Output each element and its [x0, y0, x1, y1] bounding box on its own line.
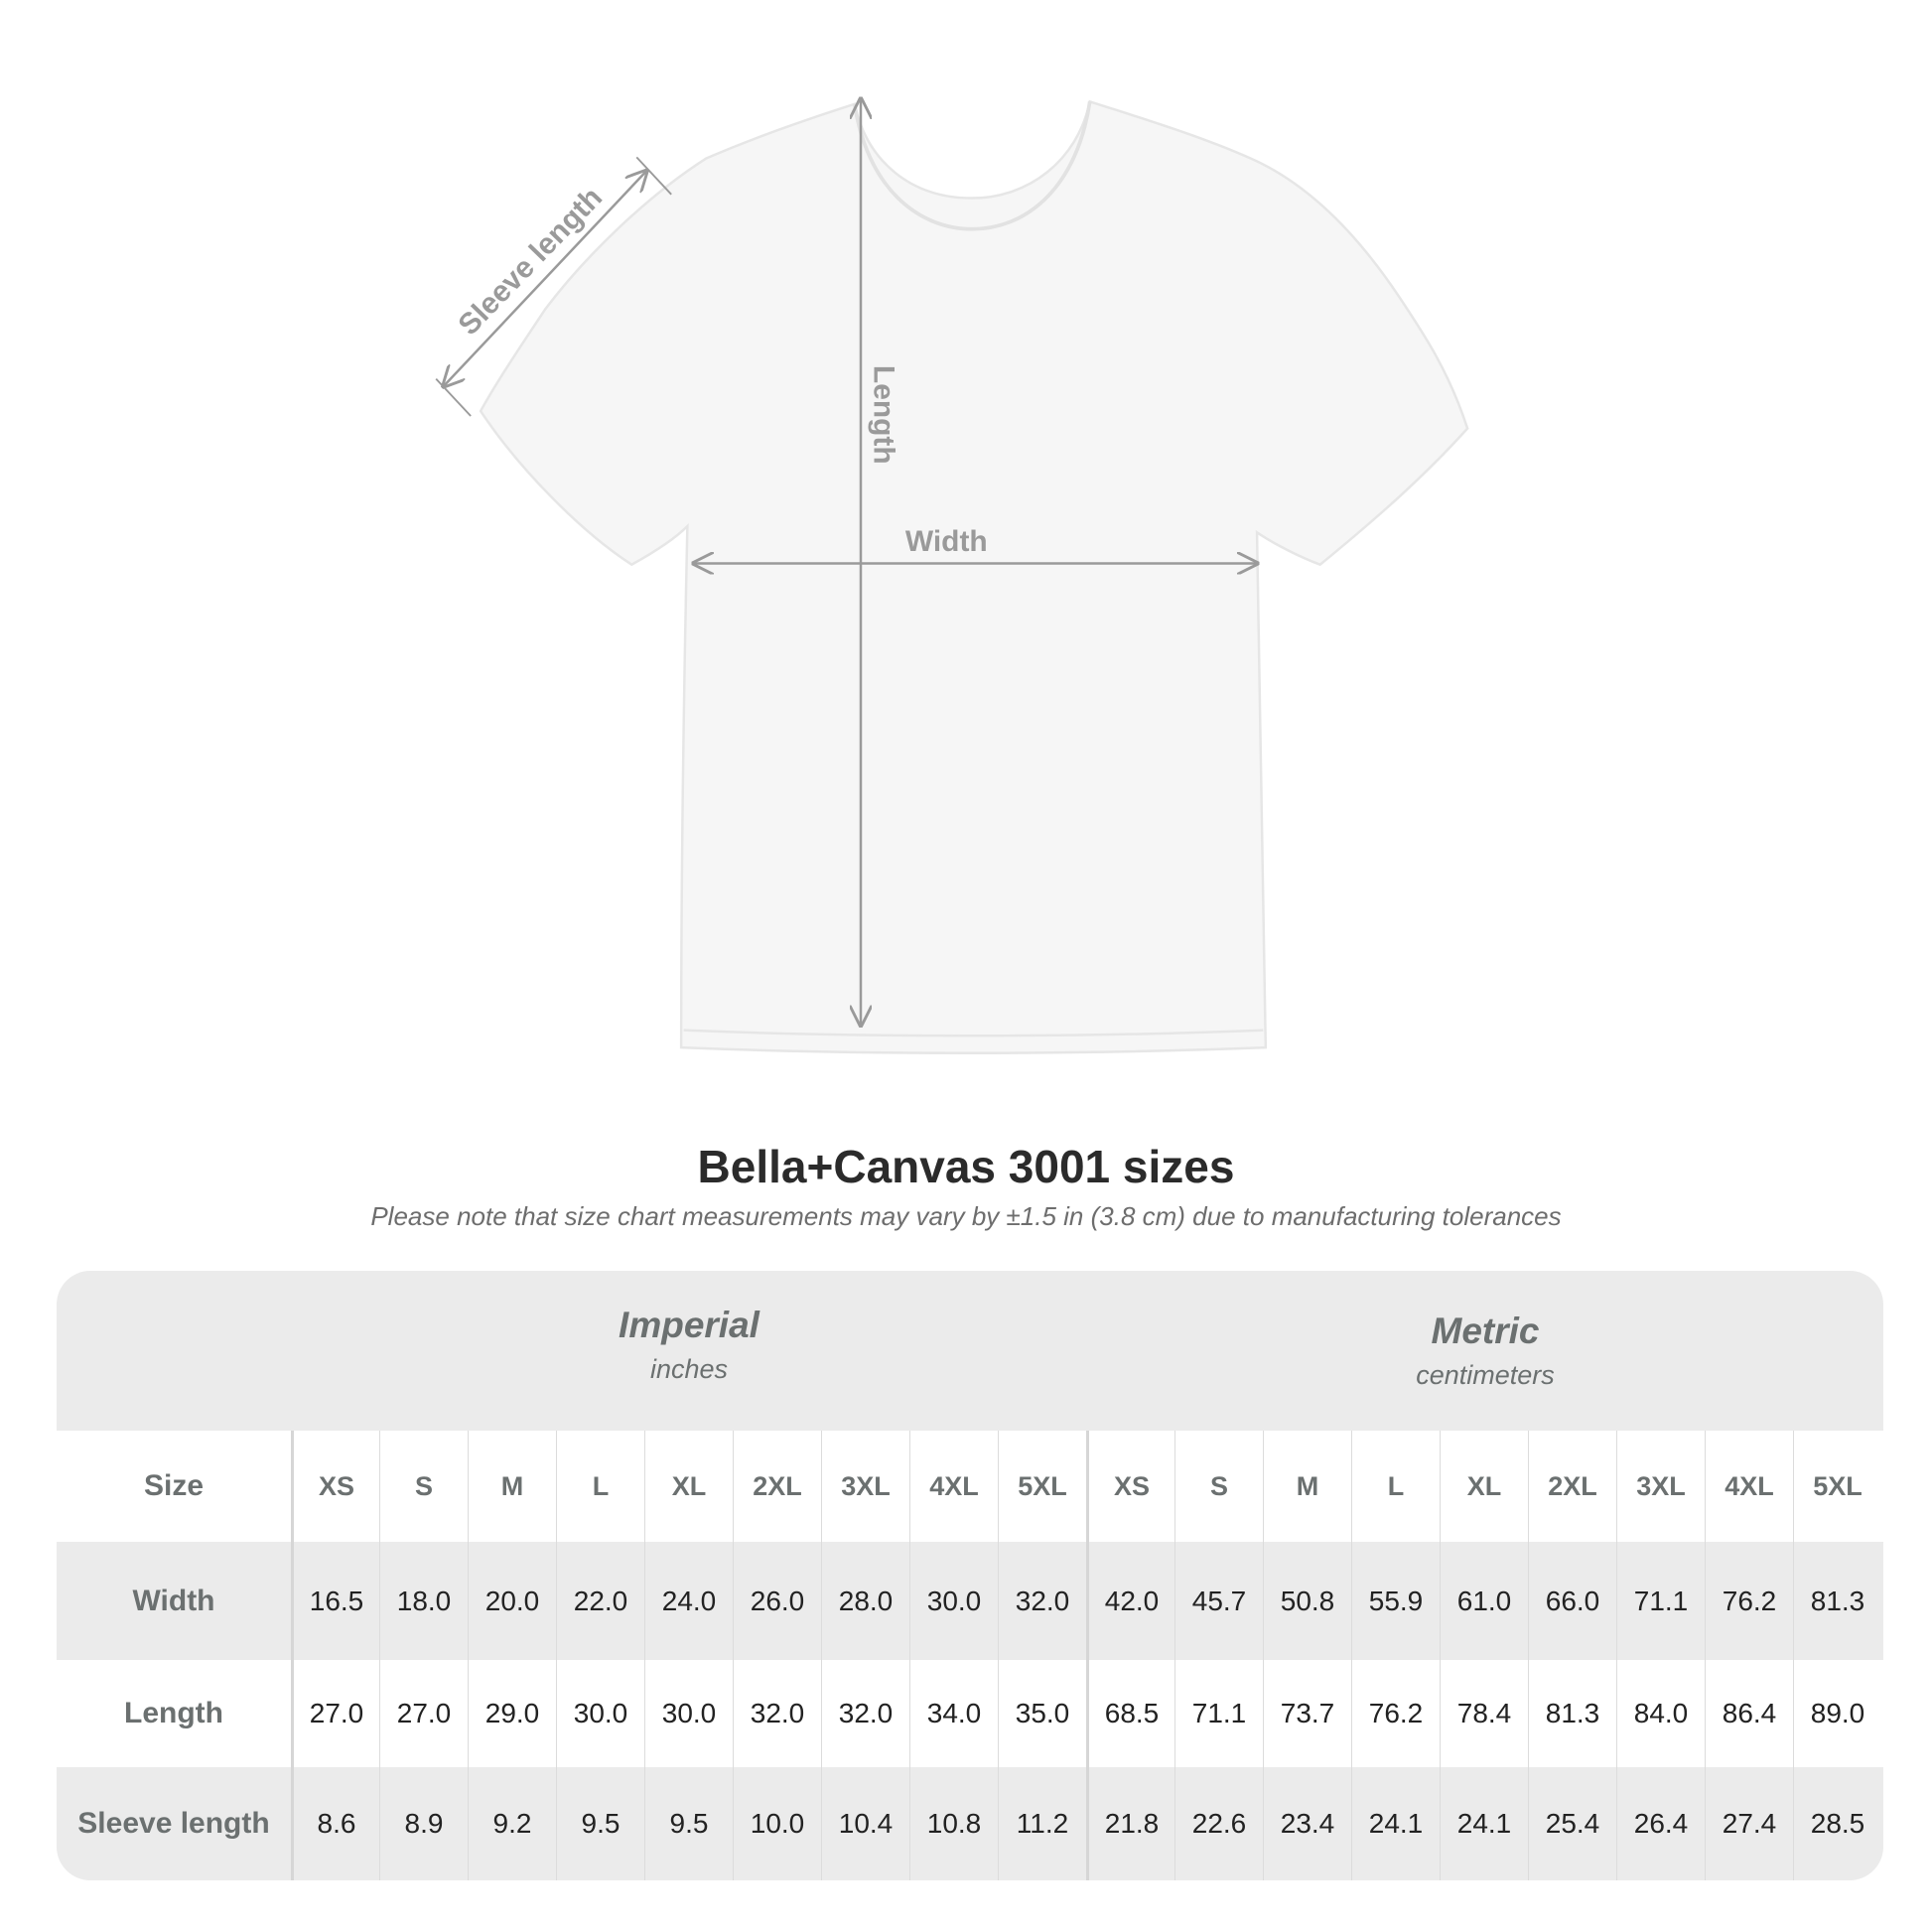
size-header-cell: XS — [291, 1431, 379, 1542]
table-cell: 10.0 — [733, 1767, 821, 1880]
row-label: Width — [132, 1584, 215, 1617]
table-cell: 86.4 — [1705, 1660, 1793, 1767]
table-cell: 32.0 — [998, 1542, 1086, 1660]
size-header-cell: XL — [1440, 1431, 1528, 1542]
sleeve-tick-a — [435, 377, 472, 417]
table-cell: 55.9 — [1351, 1542, 1440, 1660]
table-cell: 26.4 — [1616, 1767, 1705, 1880]
size-header-cell: S — [379, 1431, 468, 1542]
table-cell: 27.4 — [1705, 1767, 1793, 1880]
metric-group: Metric centimeters — [1087, 1277, 1883, 1437]
table-cell: 30.0 — [909, 1542, 998, 1660]
table-cell: 24.0 — [644, 1542, 733, 1660]
table-cell: 11.2 — [998, 1767, 1086, 1880]
table-cell: 50.8 — [1263, 1542, 1351, 1660]
width-label: Width — [905, 525, 988, 558]
size-header-cell: XL — [644, 1431, 733, 1542]
table-cell: 84.0 — [1616, 1660, 1705, 1767]
table-cell: 76.2 — [1351, 1660, 1440, 1767]
table-cell: 9.2 — [468, 1767, 556, 1880]
size-header-cell: 4XL — [909, 1431, 998, 1542]
size-header-cell: M — [468, 1431, 556, 1542]
table-cell: 24.1 — [1440, 1767, 1528, 1880]
table-cell: 66.0 — [1528, 1542, 1616, 1660]
table-cell: 22.6 — [1174, 1767, 1263, 1880]
table-row-sleeve-length: Sleeve length 8.6 8.9 9.2 9.5 9.5 10.0 10.4 10.8… — [57, 1767, 1883, 1880]
table-cell: 21.8 — [1086, 1767, 1174, 1880]
size-header-cell: 4XL — [1705, 1431, 1793, 1542]
collar — [852, 100, 1092, 231]
table-cell: 45.7 — [1174, 1542, 1263, 1660]
table-cell: 9.5 — [644, 1767, 733, 1880]
size-header-cell: 3XL — [1616, 1431, 1705, 1542]
sleeve-tick-b — [635, 156, 672, 196]
table-cell: 78.4 — [1440, 1660, 1528, 1767]
size-header-cell: 3XL — [821, 1431, 909, 1542]
table-cell: 61.0 — [1440, 1542, 1528, 1660]
chart-title: Bella+Canvas 3001 sizes — [697, 1141, 1235, 1192]
table-cell: 76.2 — [1705, 1542, 1793, 1660]
size-header-cell: 5XL — [998, 1431, 1086, 1542]
table-cell: 20.0 — [468, 1542, 556, 1660]
table-cell: 42.0 — [1086, 1542, 1174, 1660]
table-cell: 81.3 — [1793, 1542, 1881, 1660]
size-row: Size XS S M L XL 2XL 3XL 4XL 5XL XS S M L XL 2XL 3XL 4XL 5… — [57, 1431, 1883, 1542]
table-cell: 29.0 — [468, 1660, 556, 1767]
table-header: Imperial inches Metric centimeters — [57, 1271, 1883, 1431]
table-cell: 18.0 — [379, 1542, 468, 1660]
size-header-cell: 2XL — [733, 1431, 821, 1542]
row-label: Length — [124, 1697, 223, 1729]
imperial-title: Imperial — [619, 1305, 759, 1345]
tolerance-note: Please note that size chart measurements… — [370, 1201, 1562, 1231]
table-cell: 89.0 — [1793, 1660, 1881, 1767]
table-cell: 25.4 — [1528, 1767, 1616, 1880]
table-cell: 73.7 — [1263, 1660, 1351, 1767]
row-label: Sleeve length — [77, 1807, 270, 1840]
size-header-cell: L — [556, 1431, 644, 1542]
table-cell: 28.0 — [821, 1542, 909, 1660]
imperial-unit: inches — [649, 1354, 729, 1384]
table-cell: 24.1 — [1351, 1767, 1440, 1880]
table-cell: 8.6 — [291, 1767, 379, 1880]
table-cell: 71.1 — [1616, 1542, 1705, 1660]
table-cell: 34.0 — [909, 1660, 998, 1767]
size-header-cell: 5XL — [1793, 1431, 1881, 1542]
table-cell: 71.1 — [1174, 1660, 1263, 1767]
size-table: Imperial inches Metric centimeters Size X… — [57, 1271, 1883, 1880]
table-cell: 22.0 — [556, 1542, 644, 1660]
table-cell: 9.5 — [556, 1767, 644, 1880]
table-row-width: Width 16.5 18.0 20.0 22.0 24.0 26.0 28.0 30.0 32.… — [57, 1542, 1883, 1660]
table-cell: 32.0 — [733, 1660, 821, 1767]
table-cell: 10.4 — [821, 1767, 909, 1880]
table-cell: 32.0 — [821, 1660, 909, 1767]
table-row-length: Length 27.0 27.0 29.0 30.0 30.0 32.0 32.0 34.0 35… — [57, 1660, 1883, 1767]
size-header-cell: XS — [1086, 1431, 1174, 1542]
sleeve-length-arrow — [444, 171, 647, 386]
size-header-cell: S — [1174, 1431, 1263, 1542]
length-label: Length — [868, 365, 900, 465]
table-cell: 27.0 — [291, 1660, 379, 1767]
row-label: Size — [143, 1469, 205, 1502]
size-header-cell: L — [1351, 1431, 1440, 1542]
metric-title: Metric — [1431, 1311, 1540, 1351]
tshirt-shape — [479, 99, 1469, 1054]
table-cell: 28.5 — [1793, 1767, 1881, 1880]
table-cell: 26.0 — [733, 1542, 821, 1660]
table-cell: 68.5 — [1086, 1660, 1174, 1767]
table-cell: 30.0 — [644, 1660, 733, 1767]
table-cell: 81.3 — [1528, 1660, 1616, 1767]
table-cell: 35.0 — [998, 1660, 1086, 1767]
table-cell: 27.0 — [379, 1660, 468, 1767]
table-cell: 30.0 — [556, 1660, 644, 1767]
size-header-cell: M — [1263, 1431, 1351, 1542]
size-header-cell: 2XL — [1528, 1431, 1616, 1542]
hem — [683, 1029, 1264, 1037]
imperial-group: Imperial inches — [291, 1271, 1087, 1431]
table-cell: 16.5 — [291, 1542, 379, 1660]
table-cell: 10.8 — [909, 1767, 998, 1880]
metric-unit: centimeters — [1416, 1360, 1555, 1390]
table-cell: 23.4 — [1263, 1767, 1351, 1880]
table-cell: 8.9 — [379, 1767, 468, 1880]
tshirt-diagram: Sleeve length Length Width — [435, 0, 1469, 1054]
